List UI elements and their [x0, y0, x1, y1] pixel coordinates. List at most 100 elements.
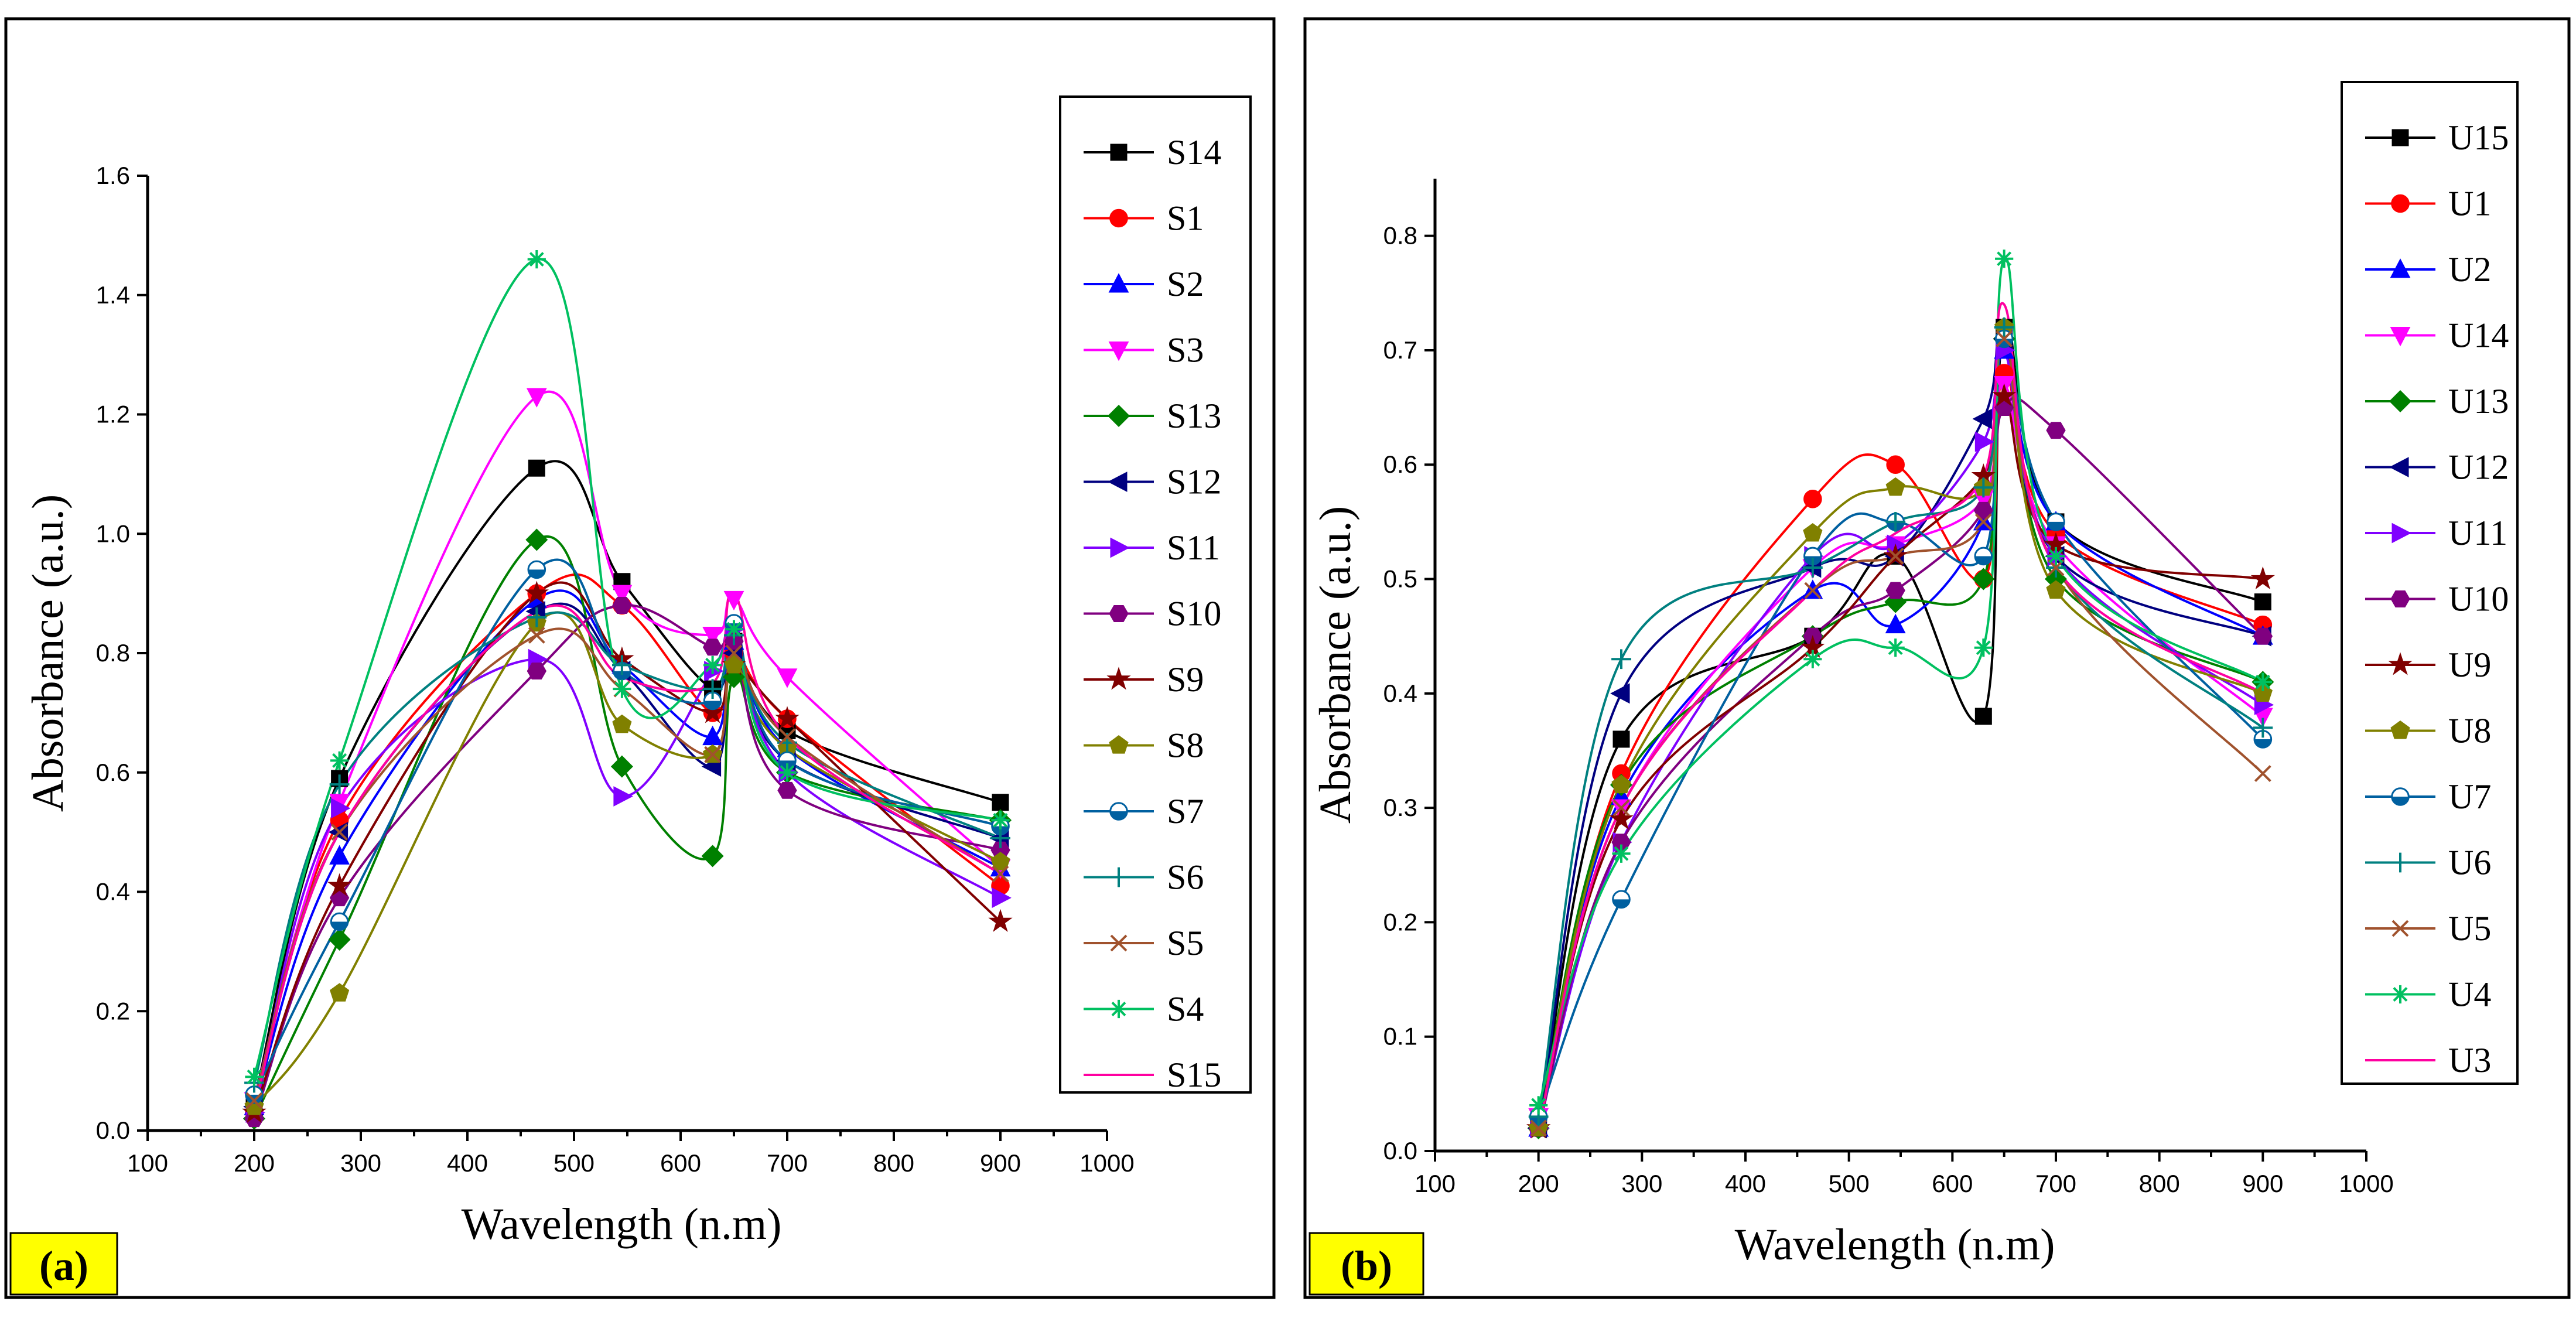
x-tick-label: 600 — [1932, 1170, 1973, 1197]
data-point-S5 — [725, 644, 743, 662]
y-tick-label: 0.6 — [1383, 450, 1417, 478]
legend-marker — [2391, 523, 2411, 544]
legend-label: U9 — [2448, 646, 2491, 684]
data-point-S11 — [613, 786, 633, 807]
legend-box — [2341, 81, 2519, 1085]
legend-item: U7 — [2365, 777, 2491, 816]
data-point-S10 — [527, 662, 546, 680]
legend-marker — [1108, 342, 1129, 361]
legend-label: S5 — [1167, 924, 1204, 962]
legend-marker — [2391, 985, 2410, 1004]
data-point-U5 — [1530, 1119, 1547, 1137]
data-point-U1 — [1886, 455, 1905, 474]
x-tick-label: 100 — [127, 1149, 168, 1177]
legend-label: U6 — [2448, 844, 2491, 882]
legend: S14 S1 S2 S3 S13 S12 S11 S10 S9 S8 S7 S6 S5 S4 S15 — [1059, 95, 1252, 1094]
data-point-S4 — [991, 811, 1010, 829]
data-point-U8 — [1803, 523, 1823, 542]
data-point-S14 — [528, 459, 545, 477]
data-point-S4 — [778, 763, 797, 782]
legend-item: U8 — [2365, 712, 2491, 750]
x-tick-label: 900 — [980, 1149, 1021, 1177]
legend-item: U11 — [2365, 514, 2507, 552]
data-point-S11 — [992, 887, 1012, 909]
data-point-S4 — [330, 751, 349, 770]
panel-label: (b) — [1341, 1242, 1392, 1289]
data-point-U15 — [2254, 593, 2271, 611]
legend-label: U12 — [2448, 448, 2509, 487]
legend-marker — [1109, 605, 1129, 622]
data-point-S2 — [702, 725, 723, 746]
legend-marker — [1110, 144, 1128, 161]
data-point-S3 — [777, 668, 798, 688]
data-point-U6 — [1802, 558, 1823, 578]
panel-b: 100 200 300 400 500 600 700 800 900 1000 0.0 0.1 0.2… — [1303, 17, 2571, 1299]
data-point-U13 — [1972, 568, 1995, 590]
data-point-U4 — [1995, 250, 2014, 268]
data-point-S5 — [245, 1092, 263, 1109]
data-point-S8 — [612, 714, 632, 733]
legend-marker — [1110, 934, 1128, 952]
data-point-U5 — [1887, 548, 1904, 565]
data-point-S5 — [331, 824, 349, 841]
legend-marker — [1109, 802, 1128, 821]
data-point-U8 — [2253, 683, 2273, 702]
legend-box — [1059, 95, 1252, 1094]
series-line-U4 — [1537, 257, 2264, 1106]
legend-marker — [1110, 537, 1130, 558]
legend-label: S15 — [1167, 1056, 1221, 1094]
legend-label: S3 — [1167, 331, 1204, 370]
y-tick-label: 0.8 — [1383, 222, 1417, 250]
legend: U15 U1 U2 U14 U13 U12 U11 U10 U9 U8 U7 U6 U5 U4 U3 — [2341, 81, 2519, 1085]
legend-label: S9 — [1167, 660, 1204, 699]
data-point-U4 — [1974, 638, 1993, 657]
legend-item: S9 — [1084, 660, 1204, 699]
legend-label: S1 — [1167, 199, 1204, 238]
legend-marker — [2390, 590, 2410, 607]
data-point-S6 — [612, 655, 632, 675]
data-point-S8 — [724, 654, 744, 674]
legend-item: U12 — [2365, 448, 2509, 487]
data-point-U6 — [1885, 511, 1906, 532]
legend-marker — [1109, 999, 1128, 1019]
legend-item: S15 — [1084, 1056, 1221, 1094]
data-point-U9 — [2250, 566, 2275, 590]
data-point-U10 — [2046, 422, 2066, 439]
data-point-S9 — [327, 873, 352, 896]
legend-label: U2 — [2448, 250, 2491, 289]
data-point-S6 — [527, 607, 547, 627]
data-point-U6 — [1611, 649, 1631, 670]
panel-a: 100 200 300 400 500 600 700 800 900 1000 0.0 0.2 0.4… — [4, 17, 1276, 1299]
x-tick-label: 700 — [767, 1149, 808, 1177]
data-point-U12 — [1972, 408, 1992, 429]
legend-label: S12 — [1167, 463, 1221, 501]
legend-item: U15 — [2365, 118, 2509, 157]
legend-item: S1 — [1084, 199, 1204, 238]
legend-item: U10 — [2365, 580, 2509, 619]
data-point-S6 — [702, 679, 723, 699]
data-point-U8 — [1611, 774, 1631, 794]
y-tick-label: 0.2 — [96, 997, 130, 1025]
legend-label: U15 — [2448, 118, 2509, 157]
data-point-S6 — [990, 828, 1010, 848]
legend-item: U14 — [2365, 316, 2509, 355]
data-point-S2 — [329, 845, 350, 865]
series-line-S4 — [253, 258, 1001, 1077]
data-point-U9 — [1992, 383, 2017, 407]
data-point-U7 — [2253, 730, 2273, 749]
x-tick-label: 200 — [1518, 1170, 1559, 1197]
legend-item: U9 — [2365, 646, 2491, 684]
data-point-S13 — [525, 528, 548, 551]
data-point-S7 — [330, 912, 349, 931]
x-tick-label: 800 — [2139, 1170, 2180, 1197]
legend-marker — [1108, 273, 1129, 293]
y-tick-label: 0.4 — [96, 878, 130, 906]
x-tick-label: 1000 — [1079, 1149, 1134, 1177]
data-point-S6 — [329, 774, 350, 795]
legend-label: U7 — [2448, 777, 2491, 816]
data-point-U7 — [2047, 513, 2065, 531]
legend-item: S2 — [1084, 265, 1204, 303]
legend-marker — [2389, 457, 2409, 477]
legend-marker — [2388, 652, 2413, 675]
panel-label-box — [1309, 1232, 1424, 1296]
